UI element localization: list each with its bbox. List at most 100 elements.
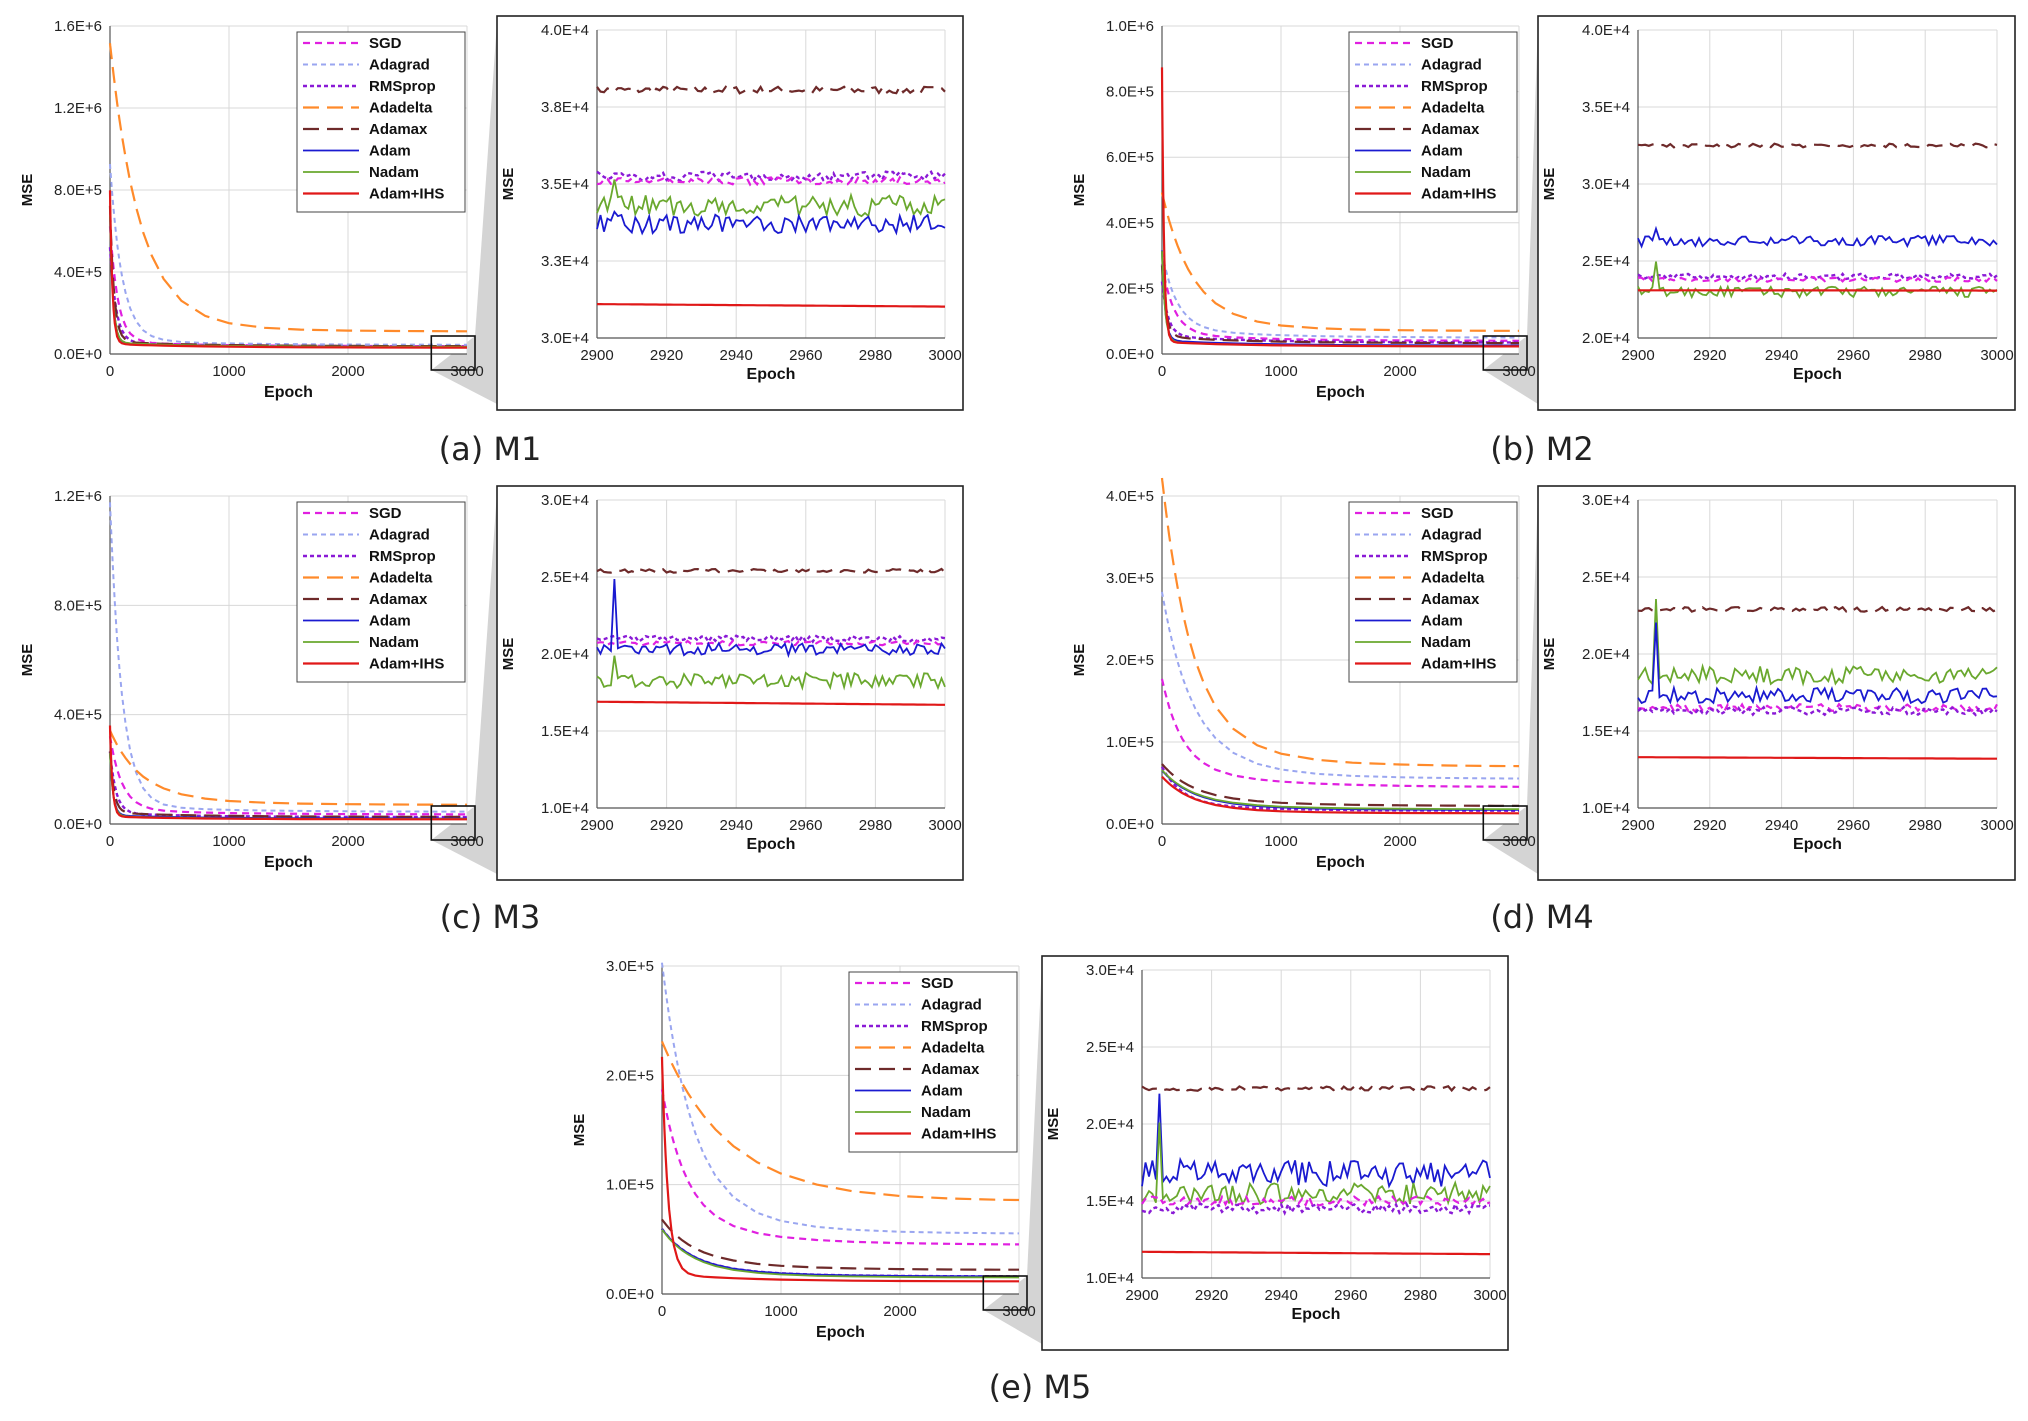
- x-tick-label: 2000: [331, 833, 364, 850]
- x-tick-label: 3000: [1002, 1303, 1035, 1320]
- zoom-x-axis-label: Epoch: [747, 366, 796, 383]
- legend-label: Nadam: [1421, 164, 1471, 181]
- zoom-marker-box: [982, 1275, 1028, 1311]
- zoom-callout-wedge: [1483, 22, 1538, 404]
- zoom-series-line-nadam: [1637, 261, 1998, 300]
- zoom-y-tick-label: 2.5E+4: [541, 569, 589, 586]
- zoom-series-line-rmsprop: [596, 170, 946, 184]
- legend-label: Adadelta: [921, 1040, 985, 1057]
- y-tick-label: 0.0E+0: [54, 346, 102, 363]
- series-line-adagrad: [661, 962, 1020, 1235]
- y-tick-label: 4.0E+5: [1106, 488, 1154, 505]
- zoom-series-line-adam: [1141, 1093, 1491, 1189]
- zoom-marker-box: [430, 335, 476, 371]
- zoom-x-axis-label: Epoch: [1793, 836, 1842, 853]
- series-line-nadam: [661, 1229, 1020, 1279]
- zoom-marker-box: [430, 805, 476, 841]
- zoom-series-line-nadam: [1637, 598, 1998, 687]
- zoom-series-line-adam: [1637, 225, 1998, 249]
- legend-box: [296, 31, 466, 213]
- zoom-x-tick-label: 3000: [928, 817, 961, 834]
- y-tick-label: 3.0E+5: [606, 958, 654, 975]
- zoom-series-line-sgd: [1637, 275, 1998, 284]
- zoom-y-tick-label: 2.5E+4: [1582, 569, 1630, 586]
- zoom-series-line-rmsprop: [1141, 1201, 1491, 1216]
- zoom-y-axis-label: MSE: [1045, 1108, 1062, 1141]
- zoom-y-tick-label: 3.3E+4: [541, 253, 589, 270]
- legend-label: SGD: [1421, 505, 1454, 522]
- legend-label: RMSprop: [1421, 78, 1488, 95]
- series-line-adadelta: [660, 1041, 1020, 1202]
- series-line-sgd: [1160, 678, 1520, 788]
- zoom-y-axis-label: MSE: [1541, 168, 1558, 201]
- zoom-panel-frame: [1041, 955, 1509, 1351]
- legend-label: Adamax: [369, 121, 428, 138]
- zoom-x-axis-label: Epoch: [1793, 366, 1842, 383]
- y-axis-label: MSE: [19, 644, 36, 677]
- zoom-marker-box: [1482, 335, 1528, 371]
- zoom-series-line-nadam: [596, 655, 946, 691]
- zoom-callout-wedge: [431, 22, 497, 404]
- x-tick-label: 3000: [1502, 833, 1535, 850]
- zoom-series-line-sgd: [596, 175, 946, 187]
- legend-label: RMSprop: [369, 78, 436, 95]
- zoom-series-line-rmsprop: [1637, 705, 1998, 717]
- x-tick-label: 0: [106, 363, 114, 380]
- zoom-series-line-adamihs: [1142, 1250, 1490, 1256]
- zoom-x-axis-label: Epoch: [1292, 1306, 1341, 1323]
- zoom-callout-wedge: [1483, 492, 1538, 874]
- x-tick-label: 0: [1158, 363, 1166, 380]
- zoom-series-line-adamax: [1637, 605, 1998, 613]
- zoom-x-tick-label: 2960: [789, 817, 822, 834]
- zoom-y-axis-label: MSE: [500, 638, 517, 671]
- zoom-callout-wedge: [431, 492, 497, 874]
- x-tick-label: 3000: [1502, 363, 1535, 380]
- zoom-series-line-adamihs: [1638, 756, 1997, 760]
- zoom-y-tick-label: 2.0E+4: [1086, 1116, 1134, 1133]
- zoom-series-line-sgd: [1637, 702, 1998, 714]
- legend-label: Adamax: [921, 1061, 980, 1078]
- zoom-x-tick-label: 2980: [859, 817, 892, 834]
- x-tick-label: 1000: [212, 363, 245, 380]
- x-axis-label: Epoch: [264, 384, 313, 401]
- y-axis-label: MSE: [1071, 644, 1088, 677]
- zoom-y-tick-label: 3.8E+4: [541, 99, 589, 116]
- x-tick-label: 1000: [764, 1303, 797, 1320]
- zoom-x-tick-label: 2900: [1125, 1287, 1158, 1304]
- zoom-x-tick-label: 2960: [1837, 347, 1870, 364]
- series-line-adagrad: [109, 163, 467, 346]
- zoom-series-line-sgd: [1141, 1193, 1491, 1208]
- caption-m2: (b) M2: [1490, 430, 1594, 468]
- zoom-x-tick-label: 2960: [1837, 817, 1870, 834]
- zoom-y-tick-label: 2.0E+4: [1582, 330, 1630, 347]
- legend-label: Adagrad: [1421, 57, 1482, 74]
- zoom-y-tick-label: 4.0E+4: [1582, 22, 1630, 39]
- zoom-marker-box: [1482, 805, 1528, 841]
- y-tick-label: 1.0E+6: [1106, 18, 1154, 35]
- series-line-adamihs: [108, 190, 467, 349]
- zoom-x-tick-label: 2920: [650, 817, 683, 834]
- series-line-adamihs: [108, 725, 467, 821]
- y-tick-label: 3.0E+5: [1106, 570, 1154, 587]
- series-line-adamax: [108, 751, 467, 818]
- zoom-x-tick-label: 2920: [1693, 347, 1726, 364]
- zoom-x-tick-label: 2900: [580, 347, 613, 364]
- caption-m4: (d) M4: [1490, 898, 1594, 936]
- zoom-panel-frame: [496, 15, 964, 411]
- zoom-x-tick-label: 3000: [1980, 347, 2013, 364]
- zoom-x-tick-label: 2920: [1693, 817, 1726, 834]
- zoom-x-tick-label: 3000: [1980, 817, 2013, 834]
- y-tick-label: 1.2E+6: [54, 100, 102, 117]
- zoom-x-tick-label: 3000: [928, 347, 961, 364]
- legend-label: Adam+IHS: [1421, 656, 1496, 673]
- y-tick-label: 1.0E+5: [1106, 734, 1154, 751]
- x-tick-label: 2000: [883, 1303, 916, 1320]
- series-line-adamihs: [660, 1056, 1019, 1283]
- zoom-y-tick-label: 3.5E+4: [1582, 99, 1630, 116]
- series-line-adadelta: [1160, 477, 1520, 768]
- zoom-series-line-sgd: [596, 639, 946, 647]
- legend-label: Adam: [1421, 613, 1463, 630]
- zoom-y-tick-label: 1.0E+4: [1582, 800, 1630, 817]
- y-axis-label: MSE: [19, 174, 36, 207]
- legend-label: Adagrad: [369, 527, 430, 544]
